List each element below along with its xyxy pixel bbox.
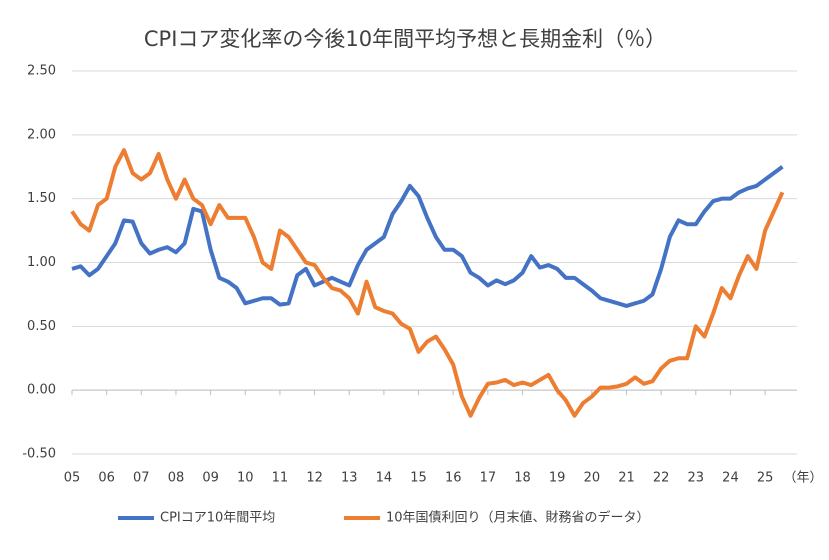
x-tick-label: 12 bbox=[306, 471, 323, 486]
x-tick-label: 08 bbox=[168, 471, 185, 486]
y-tick-label: 2.00 bbox=[27, 127, 56, 142]
x-unit: （年） bbox=[783, 471, 822, 486]
x-tick-label: 06 bbox=[98, 471, 115, 486]
x-tick-label: 07 bbox=[133, 471, 150, 486]
x-tick-label: 23 bbox=[688, 471, 705, 486]
y-tick-label: 0.00 bbox=[27, 383, 56, 398]
y-tick-label: 0.50 bbox=[27, 319, 56, 334]
x-tick-label: 16 bbox=[445, 471, 462, 486]
x-tick-label: 05 bbox=[64, 471, 81, 486]
y-tick-label: -0.50 bbox=[22, 447, 56, 462]
x-tick-label: 15 bbox=[410, 471, 427, 486]
x-tick-label: 21 bbox=[618, 471, 635, 486]
legend-label: 10年国債利回り（月末値、財務省のデータ） bbox=[386, 510, 650, 526]
legend-label: CPIコア10年間平均 bbox=[160, 511, 275, 526]
x-tick-label: 09 bbox=[202, 471, 219, 486]
x-tick-label: 11 bbox=[272, 471, 289, 486]
x-tick-label: 17 bbox=[480, 471, 497, 486]
x-tick-label: 19 bbox=[549, 471, 566, 486]
x-tick-label: 18 bbox=[514, 471, 531, 486]
x-tick-label: 10 bbox=[237, 471, 254, 486]
y-tick-label: 1.00 bbox=[27, 255, 56, 270]
x-tick-label: 24 bbox=[722, 471, 739, 486]
series-line bbox=[70, 148, 785, 418]
y-tick-label: 2.50 bbox=[27, 64, 56, 79]
x-tick-label: 22 bbox=[653, 471, 670, 486]
series-line bbox=[71, 165, 784, 308]
x-tick-label: 20 bbox=[584, 471, 601, 486]
chart-title: CPIコア変化率の今後10年間平均予想と長期金利（％） bbox=[144, 27, 666, 51]
x-tick-label: 14 bbox=[376, 471, 393, 486]
x-tick-label: 13 bbox=[341, 471, 358, 486]
y-tick-label: 1.50 bbox=[27, 191, 56, 206]
x-tick-label: 25 bbox=[757, 471, 774, 486]
